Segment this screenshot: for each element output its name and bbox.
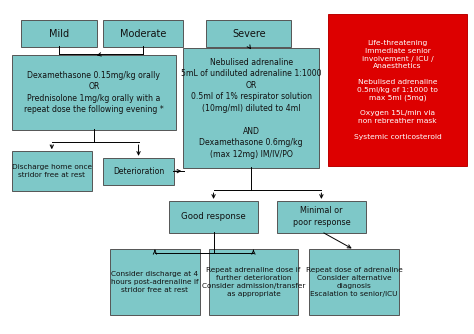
- Text: Repeat dose of adrenaline
Consider alternative
diagnosis
Escalation to senior/IC: Repeat dose of adrenaline Consider alter…: [306, 268, 402, 297]
- FancyBboxPatch shape: [169, 201, 258, 232]
- Text: Discharge home once
stridor free at rest: Discharge home once stridor free at rest: [12, 164, 92, 178]
- Text: Nebulised adrenaline
5mL of undiluted adrenaline 1:1000
OR
0.5ml of 1% respirato: Nebulised adrenaline 5mL of undiluted ad…: [181, 58, 321, 159]
- FancyBboxPatch shape: [103, 158, 174, 185]
- FancyBboxPatch shape: [12, 55, 176, 130]
- Text: Life-threatening
Immediate senior
involvement / ICU /
Anaesthetics

Nebulised ad: Life-threatening Immediate senior involv…: [354, 40, 441, 140]
- Text: Good response: Good response: [181, 212, 246, 221]
- Text: Repeat adrenaline dose if
further deterioration
Consider admission/transfer
as a: Repeat adrenaline dose if further deteri…: [202, 268, 305, 297]
- Text: Consider discharge at 4
hours post-adrenaline if
stridor free at rest: Consider discharge at 4 hours post-adren…: [111, 271, 199, 293]
- FancyBboxPatch shape: [110, 249, 200, 315]
- FancyBboxPatch shape: [328, 14, 467, 166]
- FancyBboxPatch shape: [209, 249, 298, 315]
- Text: Severe: Severe: [232, 29, 265, 39]
- FancyBboxPatch shape: [310, 249, 399, 315]
- FancyBboxPatch shape: [183, 48, 319, 168]
- Text: Minimal or
poor response: Minimal or poor response: [292, 206, 350, 227]
- FancyBboxPatch shape: [103, 20, 183, 47]
- Text: Dexamethasone 0.15mg/kg orally
OR
Prednisolone 1mg/kg orally with a
repeat dose : Dexamethasone 0.15mg/kg orally OR Predni…: [24, 71, 164, 114]
- FancyBboxPatch shape: [12, 151, 92, 191]
- FancyBboxPatch shape: [206, 20, 291, 47]
- FancyBboxPatch shape: [277, 201, 366, 232]
- Text: Moderate: Moderate: [120, 29, 166, 39]
- FancyBboxPatch shape: [21, 20, 97, 47]
- Text: Deterioration: Deterioration: [113, 167, 164, 176]
- Text: Mild: Mild: [49, 29, 69, 39]
